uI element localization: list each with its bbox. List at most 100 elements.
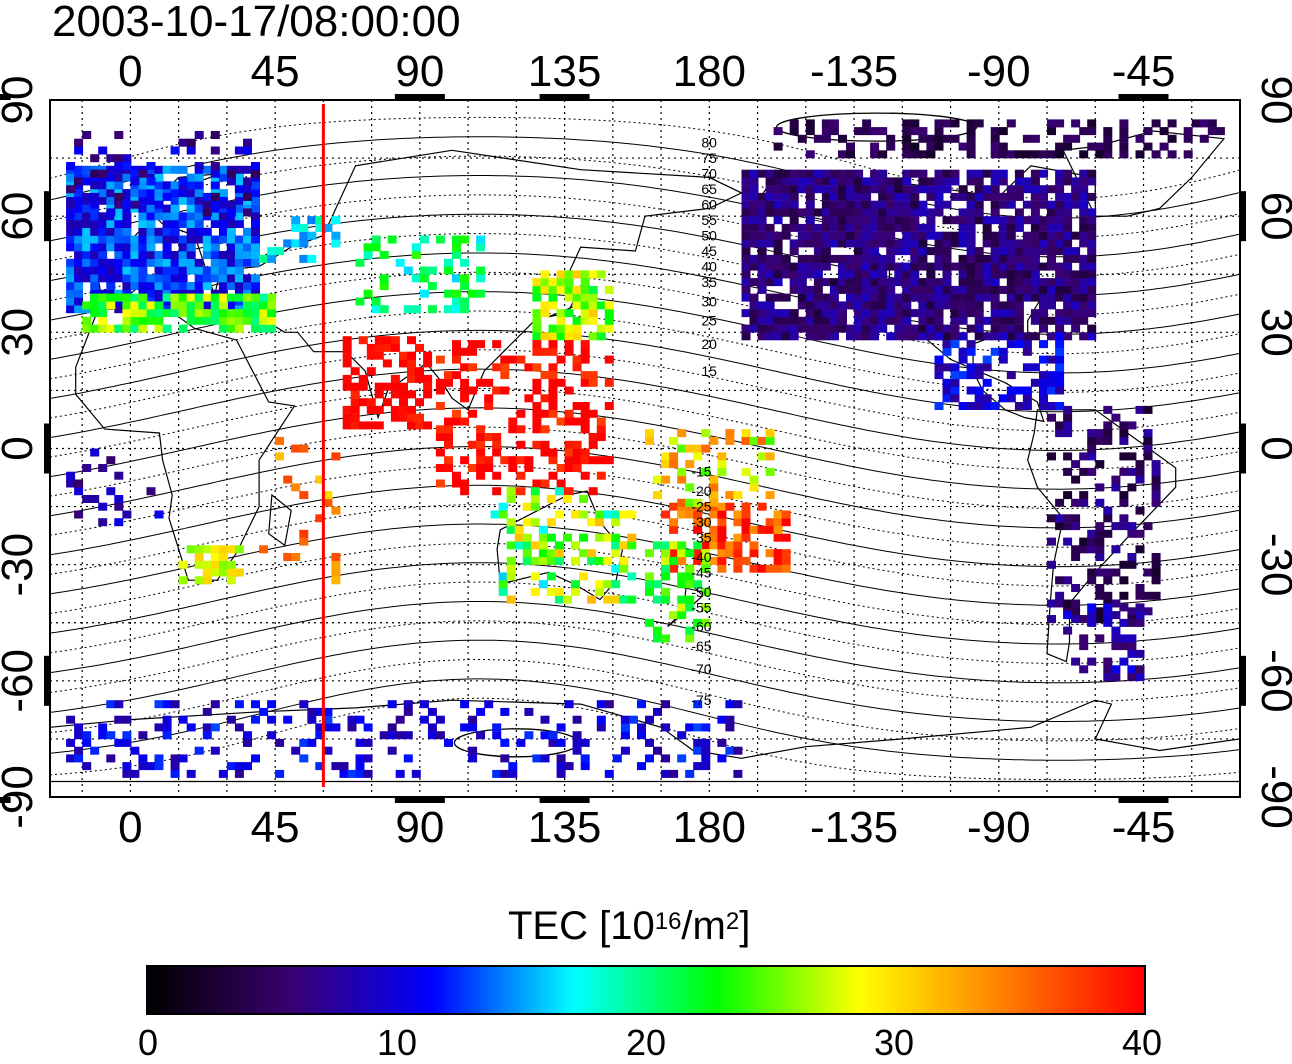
tec-cell [797,239,807,248]
tec-cell [1022,262,1032,271]
tec-cell [243,309,252,318]
tec-cell [829,185,839,194]
tec-cell [1079,231,1089,240]
tec-cell [66,479,76,488]
tec-cell [661,634,671,643]
tec-cell [66,274,76,283]
tec-cell [1047,247,1056,256]
tec-cell [186,227,196,236]
tec-cell [741,518,751,527]
tec-cell [66,200,76,209]
tec-cell [243,301,252,310]
tec-cell [452,371,461,380]
tec-cell [966,324,976,333]
tec-cell [571,587,580,596]
tec-cell [805,223,815,232]
tec-cell [749,549,759,558]
tec-cell [1095,607,1105,616]
tec-cell [870,262,880,271]
tec-cell [554,556,564,565]
tec-cell [419,274,429,283]
tec-cell [1071,553,1081,561]
tec-cell [202,165,212,174]
tec-cell [162,192,172,201]
tec-cell [854,247,864,256]
y-axis-label-right: -90 [1252,765,1292,829]
tec-cell [90,200,100,209]
tec-cell [1071,293,1081,302]
y-axis-label-right: 30 [1252,308,1292,357]
tec-cell [813,231,823,240]
x-axis-label-bottom: -90 [967,803,1031,852]
tec-cell [1014,270,1024,279]
tec-cell [934,402,944,410]
tec-cell [564,293,574,302]
tec-cell [363,243,373,252]
tec-cell [838,270,847,279]
tec-cell [411,305,421,314]
tec-cell [838,223,847,232]
contour-label: 15 [701,363,717,379]
tec-cell [355,297,365,306]
tec-cell [210,131,220,139]
tec-cell [530,587,540,596]
tec-cell [366,405,376,414]
tec-cell [596,425,606,434]
tec-cell [902,278,912,287]
tec-cell [468,363,478,372]
tec-cell [508,762,518,771]
tec-cell [773,518,783,527]
tec-cell [604,700,614,709]
tec-cell [886,247,896,256]
tec-cell [934,208,944,217]
tec-cell [572,440,582,449]
tec-cell [821,309,831,318]
tec-cell [66,266,76,275]
tec-cell [390,336,400,345]
tec-cell [1071,200,1081,209]
tec-cell [1071,278,1081,287]
tec-cell [331,560,341,569]
tec-cell [490,510,500,519]
tec-cell [1087,231,1097,240]
tec-cell [773,262,783,271]
tec-cell [403,305,413,314]
tec-cell [595,587,605,596]
tec-cell [1119,452,1129,461]
tec-cell [854,278,864,287]
tec-cell [251,235,260,244]
tec-cell [460,274,470,283]
tec-cell [1111,634,1121,643]
tec-cell [765,200,775,209]
tec-cell [958,231,968,240]
tec-cell [829,293,839,302]
tec-cell [588,332,598,341]
tec-cell [355,258,365,267]
tec-cell [717,715,727,724]
mag-contour [50,329,1240,413]
tec-cell [90,227,100,236]
tec-cell [1055,119,1065,128]
tec-cell [202,251,212,259]
tec-cell [661,452,671,461]
tec-cell [530,556,540,565]
tec-cell [781,549,791,558]
tec-cell [838,254,847,263]
tec-cell [1087,239,1097,248]
tec-cell [202,227,212,236]
tec-cell [781,293,791,302]
tec-cell [934,134,944,143]
tec-cell [990,309,1000,318]
tec-cell [307,707,317,716]
tec-cell [202,208,212,217]
tec-cell [958,216,968,225]
tec-cell [862,185,872,194]
tec-cell [415,421,424,430]
tec-cell [942,270,952,279]
tec-cell [66,173,76,182]
tec-cell [234,293,244,302]
tec-cell [725,541,735,550]
frame-tick-right [1240,191,1246,242]
tec-cell [178,754,188,763]
tec-cell [579,549,589,558]
